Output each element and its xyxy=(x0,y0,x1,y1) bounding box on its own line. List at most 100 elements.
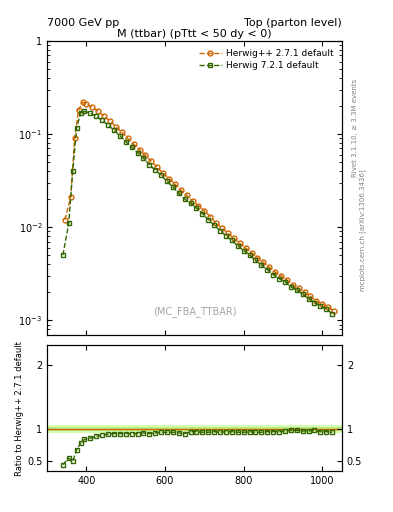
Herwig 7.2.1 default xyxy=(61,252,65,258)
Herwig++ 2.7.1 default xyxy=(261,259,266,265)
Herwig++ 2.7.1 default xyxy=(84,101,89,107)
Herwig++ 2.7.1 default xyxy=(243,245,248,251)
Herwig++ 2.7.1 default xyxy=(76,107,81,113)
Herwig++ 2.7.1 default xyxy=(296,285,301,291)
Text: mcplots.cern.ch [arXiv:1306.3436]: mcplots.cern.ch [arXiv:1306.3436] xyxy=(360,169,366,291)
Herwig 7.2.1 default xyxy=(153,167,158,173)
Herwig++ 2.7.1 default xyxy=(108,118,112,124)
Herwig++ 2.7.1 default xyxy=(285,277,289,283)
Y-axis label: Ratio to Herwig++ 2.7.1 default: Ratio to Herwig++ 2.7.1 default xyxy=(15,340,24,476)
Text: 7000 GeV pp: 7000 GeV pp xyxy=(47,18,119,28)
Herwig 7.2.1 default xyxy=(66,220,71,226)
Herwig 7.2.1 default xyxy=(112,127,116,133)
Herwig 7.2.1 default xyxy=(94,113,99,119)
Herwig 7.2.1 default xyxy=(277,275,281,282)
Herwig++ 2.7.1 default xyxy=(196,203,201,209)
Herwig++ 2.7.1 default xyxy=(178,187,183,193)
Herwig++ 2.7.1 default xyxy=(137,146,142,153)
Herwig 7.2.1 default xyxy=(123,139,128,145)
Herwig 7.2.1 default xyxy=(88,110,93,116)
Herwig 7.2.1 default xyxy=(118,133,122,139)
Line: Herwig++ 2.7.1 default: Herwig++ 2.7.1 default xyxy=(62,100,336,314)
Herwig 7.2.1 default xyxy=(159,173,163,179)
Herwig++ 2.7.1 default xyxy=(155,164,160,170)
Herwig 7.2.1 default xyxy=(253,257,258,263)
Herwig 7.2.1 default xyxy=(283,279,287,285)
Herwig 7.2.1 default xyxy=(194,205,199,211)
Herwig++ 2.7.1 default xyxy=(96,109,101,115)
Herwig 7.2.1 default xyxy=(182,196,187,202)
Herwig 7.2.1 default xyxy=(230,238,234,244)
Herwig 7.2.1 default xyxy=(165,178,169,184)
Herwig++ 2.7.1 default xyxy=(326,304,331,310)
Herwig 7.2.1 default xyxy=(318,303,323,309)
Herwig++ 2.7.1 default xyxy=(143,152,148,158)
Title: M (ttbar) (pTtt < 50 dy < 0): M (ttbar) (pTtt < 50 dy < 0) xyxy=(117,29,272,39)
Herwig++ 2.7.1 default xyxy=(131,141,136,147)
Herwig 7.2.1 default xyxy=(141,155,146,161)
Herwig 7.2.1 default xyxy=(294,287,299,293)
Herwig++ 2.7.1 default xyxy=(279,273,283,279)
Text: (MC_FBA_TTBAR): (MC_FBA_TTBAR) xyxy=(153,306,236,316)
Herwig++ 2.7.1 default xyxy=(161,170,165,176)
Herwig 7.2.1 default xyxy=(135,150,140,156)
Herwig 7.2.1 default xyxy=(129,144,134,151)
Herwig++ 2.7.1 default xyxy=(80,99,85,105)
Herwig++ 2.7.1 default xyxy=(255,254,260,261)
Herwig++ 2.7.1 default xyxy=(267,264,272,270)
Herwig 7.2.1 default xyxy=(288,284,293,290)
Herwig++ 2.7.1 default xyxy=(214,220,219,226)
Herwig 7.2.1 default xyxy=(200,210,205,217)
Herwig++ 2.7.1 default xyxy=(190,198,195,204)
Herwig 7.2.1 default xyxy=(224,232,228,239)
Herwig 7.2.1 default xyxy=(70,168,75,174)
Herwig++ 2.7.1 default xyxy=(231,235,236,241)
Herwig++ 2.7.1 default xyxy=(167,176,171,182)
Herwig++ 2.7.1 default xyxy=(208,214,213,220)
Herwig 7.2.1 default xyxy=(265,267,270,273)
Herwig 7.2.1 default xyxy=(271,271,275,278)
Herwig 7.2.1 default xyxy=(312,300,317,306)
Herwig 7.2.1 default xyxy=(212,222,217,228)
Herwig++ 2.7.1 default xyxy=(249,250,254,256)
Herwig++ 2.7.1 default xyxy=(62,217,67,223)
Herwig++ 2.7.1 default xyxy=(202,208,207,214)
Line: Herwig 7.2.1 default: Herwig 7.2.1 default xyxy=(61,109,334,316)
Text: Top (parton level): Top (parton level) xyxy=(244,18,342,28)
Herwig++ 2.7.1 default xyxy=(184,192,189,198)
Herwig 7.2.1 default xyxy=(188,200,193,206)
Herwig 7.2.1 default xyxy=(78,110,83,116)
Herwig 7.2.1 default xyxy=(218,227,222,233)
Herwig 7.2.1 default xyxy=(330,310,334,316)
Herwig 7.2.1 default xyxy=(206,217,211,223)
Herwig 7.2.1 default xyxy=(171,184,175,190)
Legend: Herwig++ 2.7.1 default, Herwig 7.2.1 default: Herwig++ 2.7.1 default, Herwig 7.2.1 def… xyxy=(195,46,338,73)
Herwig++ 2.7.1 default xyxy=(149,158,154,164)
Herwig++ 2.7.1 default xyxy=(237,240,242,246)
Herwig++ 2.7.1 default xyxy=(102,113,107,119)
Herwig 7.2.1 default xyxy=(176,190,181,197)
Herwig++ 2.7.1 default xyxy=(72,135,77,141)
Herwig++ 2.7.1 default xyxy=(68,194,73,200)
Herwig++ 2.7.1 default xyxy=(273,269,277,275)
Herwig++ 2.7.1 default xyxy=(314,298,319,304)
Herwig 7.2.1 default xyxy=(74,125,79,132)
Herwig++ 2.7.1 default xyxy=(226,230,230,237)
Herwig++ 2.7.1 default xyxy=(173,181,177,187)
Herwig++ 2.7.1 default xyxy=(114,123,118,130)
Herwig 7.2.1 default xyxy=(247,252,252,258)
Herwig++ 2.7.1 default xyxy=(125,135,130,141)
Herwig++ 2.7.1 default xyxy=(220,225,224,231)
Herwig 7.2.1 default xyxy=(259,262,264,268)
Text: Rivet 3.1.10, ≥ 3.3M events: Rivet 3.1.10, ≥ 3.3M events xyxy=(352,79,358,177)
Herwig 7.2.1 default xyxy=(241,247,246,253)
Herwig 7.2.1 default xyxy=(324,306,329,312)
Herwig 7.2.1 default xyxy=(106,122,110,128)
Herwig++ 2.7.1 default xyxy=(90,104,95,110)
Herwig 7.2.1 default xyxy=(82,109,87,115)
Herwig++ 2.7.1 default xyxy=(290,282,295,288)
Herwig 7.2.1 default xyxy=(100,117,105,123)
Herwig 7.2.1 default xyxy=(147,161,152,167)
Herwig 7.2.1 default xyxy=(306,296,311,302)
Herwig++ 2.7.1 default xyxy=(119,129,124,135)
